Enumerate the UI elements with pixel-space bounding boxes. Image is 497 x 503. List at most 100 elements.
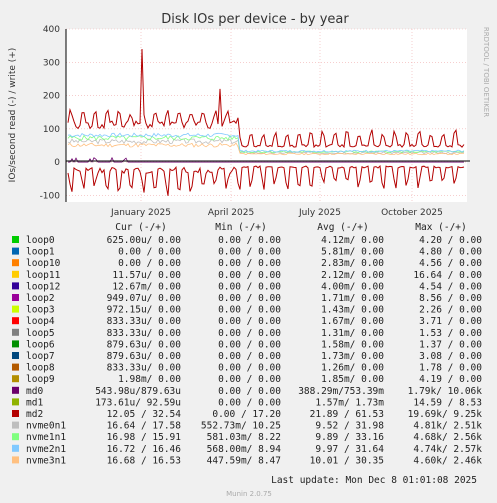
legend-cur-loop5: 833.33u/ 0.00 xyxy=(107,328,182,339)
legend-avg-nvme3n1: 10.01 / 30.35 xyxy=(310,455,384,466)
legend-name-nvme3n1: nvme3n1 xyxy=(26,455,66,466)
legend-max-nvme3n1: 4.60k/ 2.46k xyxy=(413,455,482,466)
legend-cur-md2: 12.05 / 32.54 xyxy=(107,409,182,420)
legend-swatch-loop7 xyxy=(12,352,19,359)
legend-min-loop12: 0.00 / 0.00 xyxy=(218,281,281,292)
legend-cur-loop1: 0.00 / 0.00 xyxy=(118,247,181,258)
legend-avg-loop0: 4.12m/ 0.00 xyxy=(321,235,384,246)
y-tick-label-3: 100 xyxy=(43,125,60,135)
legend-min-loop10: 0.00 / 0.00 xyxy=(218,258,281,269)
legend-cur-loop2: 949.07u/ 0.00 xyxy=(107,293,182,304)
legend-min-nvme0n1: 552.73m/ 10.25 xyxy=(201,421,281,432)
y-tick-label-0: 400 xyxy=(43,25,60,35)
legend-max-md2: 19.69k/ 9.25k xyxy=(408,409,483,420)
legend-cur-loop8: 833.33u/ 0.00 xyxy=(107,363,182,374)
legend: Cur (-/+) Min (-/+) Avg (-/+) Max (-/+) … xyxy=(12,222,482,466)
legend-max-loop10: 4.56 / 0.00 xyxy=(419,258,482,269)
legend-max-md0: 1.79k/ 10.06k xyxy=(408,386,483,397)
legend-avg-md1: 1.57m/ 1.73m xyxy=(315,397,384,408)
legend-max-loop12: 4.54 / 0.00 xyxy=(419,281,482,292)
legend-max-loop11: 16.64 / 0.00 xyxy=(413,270,482,281)
legend-header-avg: Avg (-/+) xyxy=(317,222,368,233)
legend-avg-loop1: 5.81m/ 0.00 xyxy=(321,247,384,258)
series-area xyxy=(67,48,465,196)
legend-cur-nvme2n1: 16.72 / 16.46 xyxy=(107,444,182,455)
legend-max-loop6: 1.37 / 0.00 xyxy=(419,339,482,350)
legend-avg-loop6: 1.58m/ 0.00 xyxy=(321,339,384,350)
legend-avg-loop9: 1.85m/ 0.00 xyxy=(321,374,384,385)
y-ticks: 400 300 200 100 0 -100 xyxy=(40,25,61,201)
legend-name-loop5: loop5 xyxy=(26,328,55,339)
legend-max-md1: 14.59 / 8.53 xyxy=(413,397,482,408)
side-label: RRDTOOL / TOBI OETIKER xyxy=(482,27,490,117)
legend-max-nvme1n1: 4.68k/ 2.56k xyxy=(413,432,482,443)
legend-min-md1: 0.00 / 0.00 xyxy=(218,397,281,408)
legend-swatch-loop10 xyxy=(12,259,19,267)
legend-max-nvme2n1: 4.74k/ 2.57k xyxy=(413,444,482,455)
legend-cur-loop3: 972.15u/ 0.00 xyxy=(107,305,182,316)
footer: Munin 2.0.75 xyxy=(226,490,272,498)
y-axis-label: IOs/second read (-) / write (+) xyxy=(8,48,18,183)
legend-name-loop1: loop1 xyxy=(26,247,55,258)
legend-max-loop1: 4.80 / 0.00 xyxy=(419,247,482,258)
legend-name-loop9: loop9 xyxy=(26,374,55,385)
legend-max-loop9: 4.19 / 0.00 xyxy=(419,374,482,385)
legend-min-nvme1n1: 581.03m/ 8.22 xyxy=(207,432,281,443)
legend-swatch-loop1 xyxy=(12,247,19,255)
legend-min-nvme2n1: 568.00m/ 8.94 xyxy=(207,444,282,455)
legend-cur-loop9: 1.98m/ 0.00 xyxy=(118,374,181,385)
legend-swatch-loop6 xyxy=(12,340,19,348)
legend-swatch-nvme3n1 xyxy=(12,456,19,464)
series-line-md2-read xyxy=(67,165,465,196)
legend-min-md0: 0.00 / 0.00 xyxy=(218,386,281,397)
legend-max-loop5: 1.53 / 0.00 xyxy=(419,328,482,339)
legend-name-nvme1n1: nvme1n1 xyxy=(26,432,66,443)
x-tick-label-0: January 2025 xyxy=(110,208,171,218)
plot-area xyxy=(66,29,467,202)
legend-avg-loop4: 1.67m/ 0.00 xyxy=(321,316,384,327)
legend-name-loop3: loop3 xyxy=(26,305,55,316)
legend-avg-loop7: 1.73m/ 0.00 xyxy=(321,351,384,362)
legend-swatch-loop9 xyxy=(12,375,19,383)
legend-cur-loop12: 12.67m/ 0.00 xyxy=(112,281,181,292)
legend-avg-loop3: 1.43m/ 0.00 xyxy=(321,305,384,316)
legend-name-loop6: loop6 xyxy=(26,339,55,350)
legend-swatch-loop4 xyxy=(12,317,19,325)
legend-avg-loop2: 1.71m/ 0.00 xyxy=(321,293,384,304)
legend-swatch-md0 xyxy=(12,386,19,394)
legend-name-loop0: loop0 xyxy=(26,235,55,246)
legend-cur-md0: 543.98u/879.63u xyxy=(95,386,181,397)
legend-swatch-nvme1n1 xyxy=(12,433,19,441)
legend-cur-loop4: 833.33u/ 0.00 xyxy=(107,316,182,327)
x-ticks: January 2025 April 2025 July 2025 October 2… xyxy=(110,208,443,218)
y-tick-label-2: 200 xyxy=(43,92,60,102)
legend-min-loop2: 0.00 / 0.00 xyxy=(218,293,281,304)
legend-max-loop3: 2.26 / 0.00 xyxy=(419,305,482,316)
legend-swatch-loop3 xyxy=(12,305,19,313)
legend-cur-loop11: 11.57u/ 0.00 xyxy=(112,270,181,281)
legend-swatch-loop8 xyxy=(12,363,19,371)
series-line-md0 xyxy=(68,156,464,163)
legend-min-loop3: 0.00 / 0.00 xyxy=(218,305,281,316)
legend-avg-loop5: 1.31m/ 0.00 xyxy=(321,328,384,339)
legend-avg-md2: 21.89 / 61.53 xyxy=(310,409,384,420)
legend-avg-nvme2n1: 9.97 / 31.64 xyxy=(315,444,384,455)
legend-cur-nvme1n1: 16.98 / 15.91 xyxy=(107,432,182,443)
legend-avg-loop8: 1.26m/ 0.00 xyxy=(321,363,384,374)
x-tick-label-1: April 2025 xyxy=(208,208,254,218)
legend-min-loop1: 0.00 / 0.00 xyxy=(218,247,281,258)
legend-avg-loop12: 4.00m/ 0.00 xyxy=(321,281,384,292)
legend-name-loop7: loop7 xyxy=(26,351,55,362)
legend-name-md1: md1 xyxy=(26,397,43,408)
legend-swatch-nvme2n1 xyxy=(12,444,19,452)
legend-swatch-loop0 xyxy=(12,236,19,243)
legend-avg-nvme0n1: 9.52 / 31.98 xyxy=(315,421,384,432)
legend-header-min: Min (-/+) xyxy=(215,222,266,233)
legend-header-max: Max (-/+) xyxy=(415,222,466,233)
legend-name-nvme0n1: nvme0n1 xyxy=(26,421,66,432)
legend-avg-loop10: 2.83m/ 0.00 xyxy=(321,258,384,269)
legend-swatch-loop2 xyxy=(12,294,19,301)
legend-min-loop8: 0.00 / 0.00 xyxy=(218,363,281,374)
legend-cur-loop7: 879.63u/ 0.00 xyxy=(107,351,182,362)
legend-cur-nvme0n1: 16.64 / 17.58 xyxy=(107,421,182,432)
